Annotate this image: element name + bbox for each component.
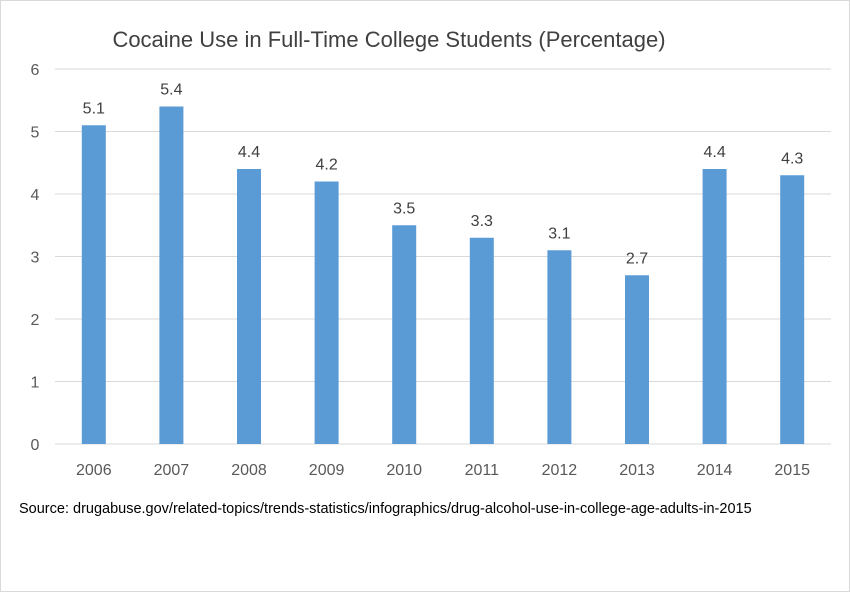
data-label: 4.4 <box>238 144 260 161</box>
bar-2012 <box>547 250 572 444</box>
data-label: 3.1 <box>548 225 570 242</box>
data-label: 5.1 <box>83 100 105 117</box>
chart-title: Cocaine Use in Full-Time College Student… <box>112 27 665 52</box>
x-tick-label: 2012 <box>542 462 578 479</box>
y-tick-label: 0 <box>31 437 40 454</box>
y-tick-label: 3 <box>31 250 40 267</box>
bars <box>81 106 805 444</box>
data-label: 4.3 <box>781 150 803 167</box>
bar-2007 <box>159 106 184 444</box>
y-tick-label: 6 <box>31 62 40 79</box>
bar-2006 <box>81 125 106 444</box>
data-label: 4.4 <box>703 144 725 161</box>
y-tick-label: 4 <box>31 187 40 204</box>
x-tick-label: 2011 <box>465 462 500 479</box>
x-tick-label: 2006 <box>76 462 112 479</box>
y-axis-ticks: 0 1 2 3 4 5 6 <box>31 62 40 454</box>
bar-2011 <box>469 237 494 444</box>
data-label: 2.7 <box>626 250 648 267</box>
y-tick-label: 2 <box>31 312 40 329</box>
y-tick-label: 5 <box>31 125 40 142</box>
bar-2015 <box>780 175 805 444</box>
y-tick-label: 1 <box>31 375 40 392</box>
x-tick-label: 2014 <box>697 462 733 479</box>
x-tick-label: 2013 <box>619 462 655 479</box>
data-label: 3.3 <box>471 213 493 230</box>
bar-2008 <box>237 169 261 444</box>
bar-2010 <box>392 225 417 444</box>
x-tick-label: 2007 <box>154 462 190 479</box>
x-tick-label: 2015 <box>774 462 810 479</box>
x-tick-label: 2008 <box>231 462 267 479</box>
x-tick-label: 2009 <box>309 462 345 479</box>
data-label: 5.4 <box>160 82 182 99</box>
x-axis-ticks: 2006 2007 2008 2009 2010 2011 2012 2013 2014 2015 <box>76 462 810 479</box>
bar-2013 <box>625 275 649 444</box>
data-label: 4.2 <box>315 157 337 174</box>
x-tick-label: 2010 <box>386 462 422 479</box>
gridlines <box>55 68 831 445</box>
bar-2014 <box>702 169 727 444</box>
bar-2009 <box>314 181 339 444</box>
data-label: 3.5 <box>393 200 415 217</box>
source-note: Source: drugabuse.gov/related-topics/tre… <box>19 501 752 517</box>
data-labels: 5.1 5.4 4.4 4.2 3.5 3.3 3.1 2.7 4.4 4.3 <box>83 82 804 268</box>
